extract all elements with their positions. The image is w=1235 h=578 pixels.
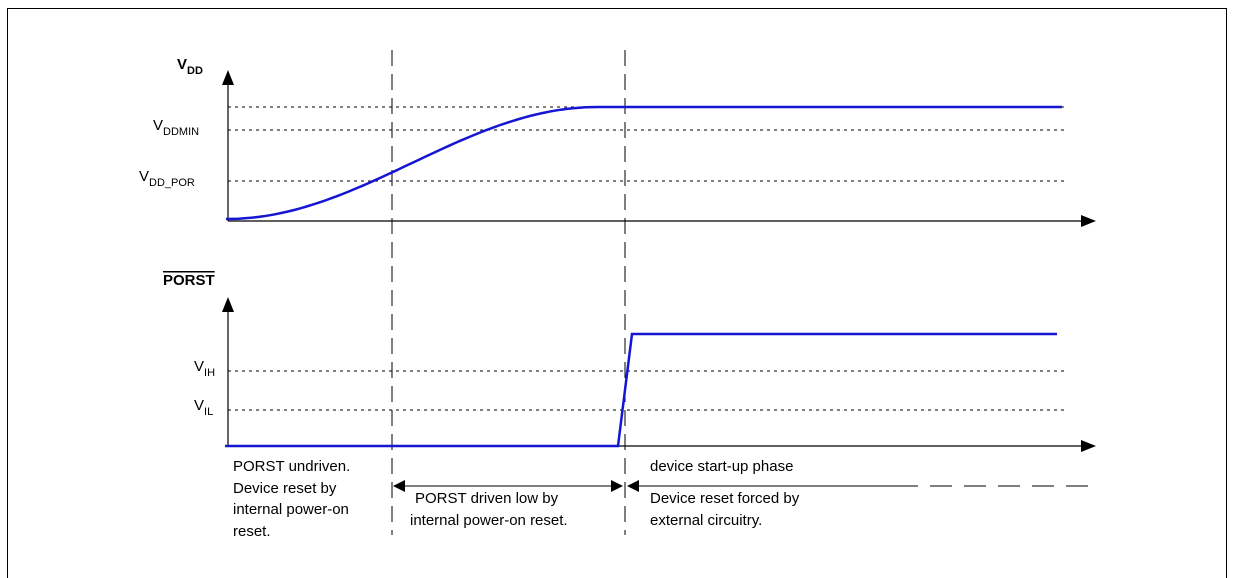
phase3-top-text: device start-up phase <box>650 458 793 475</box>
vih-label: VIH <box>194 358 215 379</box>
vdd-time-axis-arrow-icon <box>1081 215 1096 227</box>
vdd-y-axis-arrow-icon <box>222 70 234 85</box>
diagram-frame <box>7 8 1227 578</box>
phase2-text: PORST driven low by internal power-on re… <box>410 490 568 529</box>
phase3-arrow-left-icon <box>627 480 639 492</box>
phase3-text: Device reset forced by external circuitr… <box>650 490 803 529</box>
phase1-text: PORST undriven. Device reset by internal… <box>233 458 354 540</box>
porst-signal <box>225 332 1057 448</box>
vil-label: VIL <box>194 397 213 418</box>
phase2-arrow-left-icon <box>393 480 405 492</box>
vdd-por-label: VDD_POR <box>139 168 195 189</box>
vddmin-label: VDDMIN <box>153 117 199 138</box>
porst-y-axis-arrow-icon <box>222 297 234 312</box>
vdd-axis-title: VDD <box>177 56 203 77</box>
phase2-arrow-right-icon <box>611 480 623 492</box>
vdd-ramp-signal <box>225 105 599 221</box>
porst-time-axis-arrow-icon <box>1081 440 1096 452</box>
porst-axis-title: PORST <box>163 272 215 289</box>
